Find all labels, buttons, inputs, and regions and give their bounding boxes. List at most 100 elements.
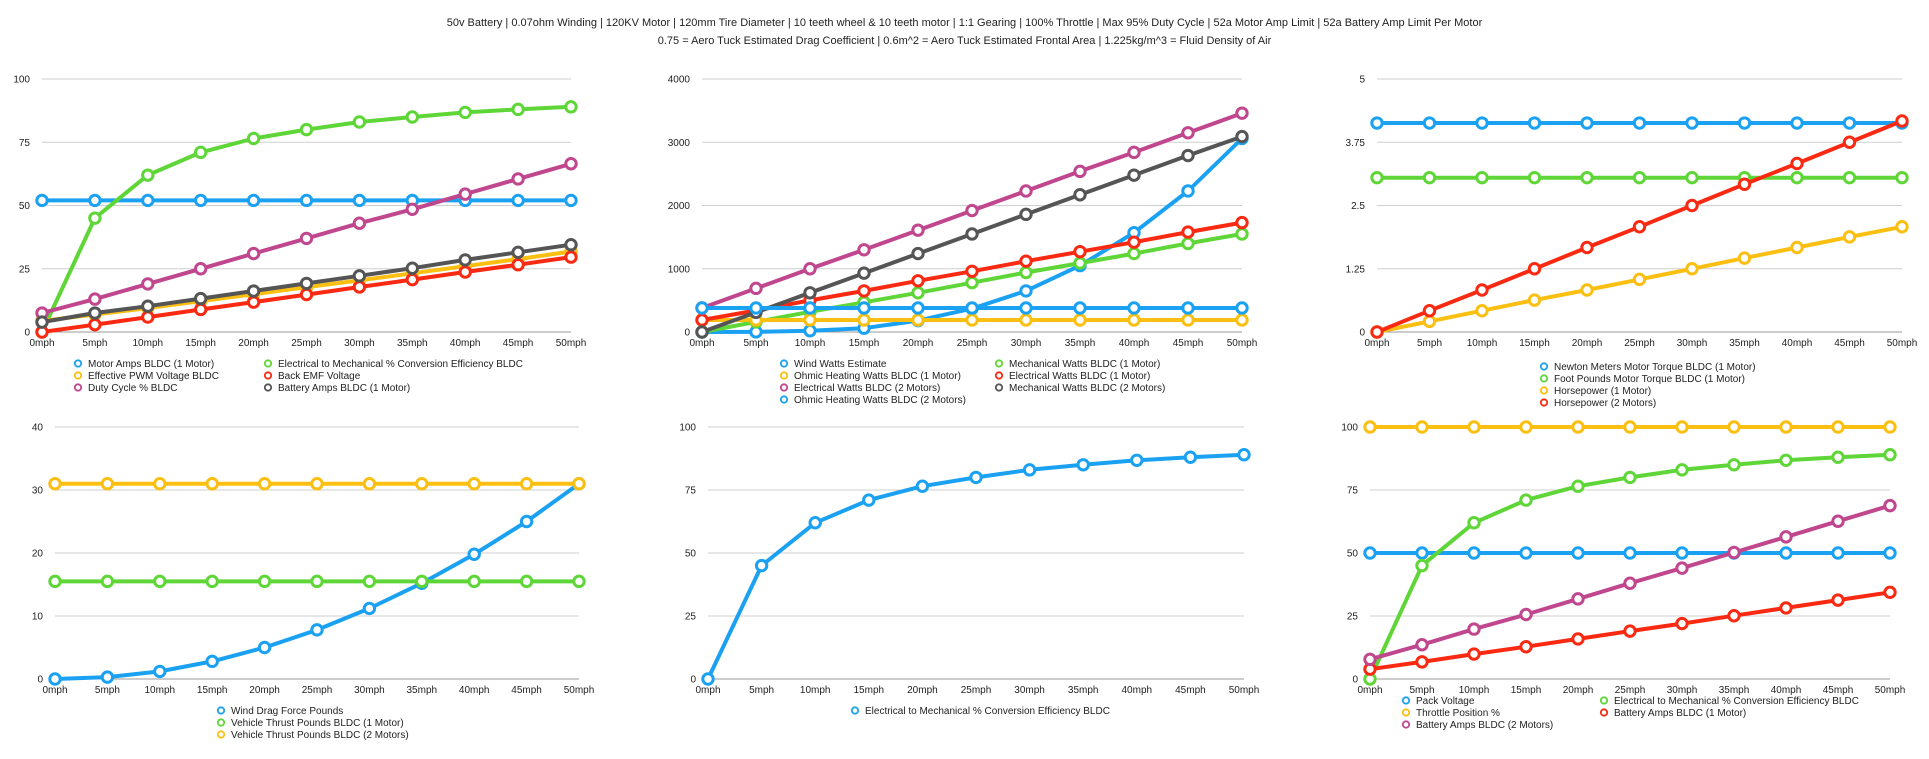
legend-marker [1599, 708, 1609, 717]
data-point [803, 286, 817, 300]
data-point [1779, 453, 1793, 467]
data-point [1235, 227, 1249, 241]
data-point [1831, 593, 1845, 607]
x-tick-label: 50mph [556, 338, 587, 349]
legend-label: Wind Watts Estimate [794, 359, 887, 370]
data-point [564, 157, 578, 171]
data-point [1422, 170, 1437, 185]
x-tick-label: 40mph [1782, 338, 1813, 349]
legend-marker [1539, 362, 1549, 371]
data-point [1632, 220, 1647, 234]
legend: Newton Meters Motor Torque BLDC (1 Motor… [1539, 362, 1756, 409]
data-point [1019, 301, 1033, 315]
legend-label: Foot Pounds Motor Torque BLDC (1 Motor) [1554, 374, 1745, 385]
series-1 [701, 448, 1251, 686]
data-point [467, 547, 481, 561]
data-point [1842, 230, 1857, 244]
series-2 [1370, 170, 1909, 185]
legend-label: Wind Drag Force Pounds [231, 706, 343, 717]
data-point [1073, 313, 1087, 327]
data-point [511, 172, 525, 186]
data-point [1883, 546, 1897, 560]
data-point [1073, 244, 1087, 259]
data-point [48, 574, 62, 589]
data-point [1727, 458, 1741, 472]
data-point [1737, 116, 1752, 130]
legend-label: Newton Meters Motor Torque BLDC (1 Motor… [1554, 362, 1756, 373]
data-point [857, 313, 871, 327]
data-point [1727, 420, 1741, 434]
legend-marker [1539, 398, 1549, 407]
data-point [511, 245, 525, 260]
legend-label: Battery Amps BLDC (1 Motor) [1614, 708, 1746, 719]
legend-item: Battery Amps BLDC (1 Motor) [1599, 708, 1746, 719]
data-point [695, 313, 709, 327]
legend-label: Battery Amps BLDC (2 Motors) [1416, 720, 1553, 731]
data-point [362, 574, 377, 589]
x-tick-label: 35mph [1065, 338, 1096, 349]
data-point [1237, 448, 1251, 462]
header-line-1: 50v Battery | 0.07ohm Winding | 120KV Mo… [446, 17, 1483, 29]
data-point [405, 202, 419, 216]
x-tick-label: 5mph [1417, 338, 1442, 349]
x-tick-label: 0mph [1364, 338, 1389, 349]
y-tick-label: 0 [1359, 328, 1365, 339]
x-tick-label: 35mph [1068, 685, 1099, 696]
data-point [1571, 420, 1585, 434]
data-point [1475, 283, 1489, 297]
data-point [1073, 188, 1087, 202]
data-point [1527, 293, 1542, 307]
x-tick-label: 0mph [689, 338, 714, 349]
data-point [1181, 148, 1195, 163]
data-point [299, 276, 314, 291]
data-point [257, 574, 272, 589]
data-point [564, 238, 578, 252]
data-point [1675, 546, 1689, 560]
data-point [88, 306, 102, 320]
data-point [1675, 616, 1689, 631]
data-point [1571, 546, 1585, 560]
x-tick-label: 30mph [344, 338, 375, 349]
legend-label: Ohmic Heating Watts BLDC (1 Motor) [794, 371, 961, 382]
data-point [1623, 624, 1637, 638]
legend-marker [263, 371, 273, 380]
x-tick-label: 45mph [1173, 338, 1204, 349]
data-point [100, 574, 115, 589]
legend-item: Electrical to Mechanical % Conversion Ef… [850, 706, 1110, 717]
data-point [1415, 546, 1429, 560]
legend-marker [1539, 386, 1549, 395]
data-point [467, 477, 481, 491]
legend-item: Newton Meters Motor Torque BLDC (1 Motor… [1539, 362, 1756, 373]
data-point [141, 277, 155, 291]
legend-item: Battery Amps BLDC (1 Motor) [263, 383, 410, 394]
y-tick-label: 1000 [668, 264, 691, 275]
legend-label: Ohmic Heating Watts BLDC (2 Motors) [794, 395, 966, 406]
data-point [1685, 198, 1699, 213]
data-point [1370, 325, 1384, 339]
x-tick-label: 25mph [957, 338, 988, 349]
data-point [205, 477, 219, 491]
data-point [1519, 640, 1533, 654]
x-tick-label: 45mph [1823, 685, 1854, 696]
data-point [1580, 283, 1594, 297]
x-tick-label: 35mph [407, 685, 438, 696]
legend-marker [216, 706, 226, 715]
data-point [1895, 220, 1909, 234]
data-point [88, 193, 102, 208]
data-point [415, 477, 429, 491]
y-tick-label: 2000 [668, 201, 691, 212]
x-tick-label: 40mph [1771, 685, 1802, 696]
legend-marker [850, 706, 860, 715]
legend-item: Ohmic Heating Watts BLDC (2 Motors) [779, 395, 966, 406]
legend: Motor Amps BLDC (1 Motor) Electrical to M… [73, 359, 523, 394]
series-4 [695, 215, 1249, 327]
legend-marker [1401, 720, 1411, 729]
data-point [1127, 145, 1141, 160]
chart-5: 0 25 50 75 100 0mph 5mph 10mph 15mph 20mph 25mph 30… [679, 423, 1259, 718]
x-tick-label: 45mph [503, 338, 534, 349]
data-point [1842, 135, 1857, 149]
data-point [458, 105, 472, 120]
data-point [1779, 546, 1793, 560]
data-point [1519, 607, 1533, 622]
chart-header: 50v Battery | 0.07ohm Winding | 120KV Mo… [0, 14, 1929, 50]
